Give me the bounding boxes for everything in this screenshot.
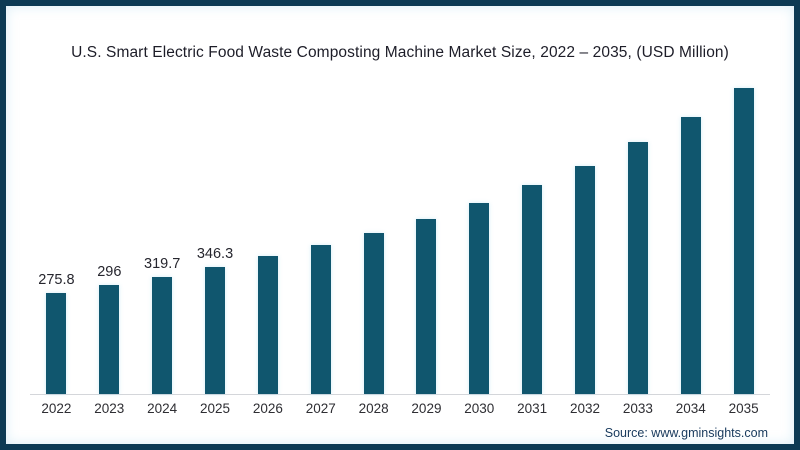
bar [310,245,331,394]
bar [575,166,596,394]
bar [99,285,120,394]
bar-column [294,74,347,394]
x-axis-label: 2033 [622,401,653,416]
bar-column: 319.7 [136,74,189,394]
bar [416,219,437,394]
bar [469,203,490,394]
x-axis-label: 2028 [358,401,389,416]
bar [257,256,278,394]
bar-value-label: 275.8 [38,272,75,288]
bar-column [611,74,664,394]
x-axis-label: 2022 [41,401,72,416]
bar-column [506,74,559,394]
x-axis-label: 2025 [199,401,231,416]
x-axis-label: 2032 [570,401,601,416]
bar-value-label: 346.3 [196,246,234,262]
bar-column [241,74,294,394]
chart-title: U.S. Smart Electric Food Waste Compostin… [71,44,729,61]
source-credit: Source: www.gminsights.com [604,426,768,440]
bar [205,267,225,394]
bar-column: 346.3 [189,74,242,394]
x-axis-label: 2026 [252,401,283,416]
x-axis-label: 2024 [147,401,178,416]
bar-value-label: 296 [97,264,122,280]
bar-column [559,74,612,394]
bar-column: 296 [83,74,136,394]
bar-column [453,74,506,394]
bar-column [664,74,717,394]
bar [733,88,754,394]
x-axis-label: 2027 [305,401,336,416]
x-axis-label: 2023 [94,401,125,416]
x-axis-label: 2030 [464,401,495,416]
bar-column: 275.8 [30,74,83,394]
bar [46,293,67,394]
bar-column [717,74,770,394]
x-axis-label: 2031 [517,401,548,416]
bar [627,142,648,394]
bar-value-label: 319.7 [144,256,181,272]
bar-column [347,74,400,394]
bar [680,117,701,394]
bar [522,185,543,394]
x-axis-label: 2035 [728,401,759,416]
x-axis-label: 2034 [675,401,706,416]
bar [363,233,384,394]
bar-column [400,74,453,394]
x-axis-labels: 2022 2023 2024 2025 2026 2027 2028 2029 2030 2031… [30,401,770,416]
bar-chart-plot: 275.8 296 319.7 346.3 [30,74,770,395]
bar [152,277,173,394]
x-axis-label: 2029 [411,401,442,416]
